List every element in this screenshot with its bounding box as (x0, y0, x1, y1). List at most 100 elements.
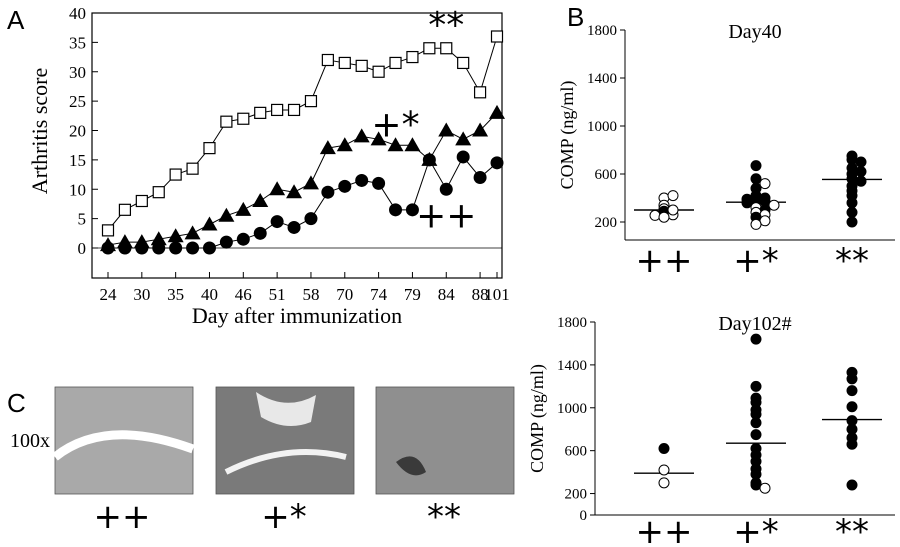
data-point-filled (846, 197, 858, 209)
data-point-open-square (355, 59, 368, 72)
group-label: ++ (636, 512, 693, 547)
y-tick-label: 1800 (557, 315, 587, 331)
data-point-filled-circle (101, 241, 115, 255)
pannus-region (396, 456, 426, 476)
data-point-open-square (473, 86, 487, 99)
data-point-filled (750, 160, 762, 172)
data-point-filled-triangle (150, 231, 167, 246)
y-tick-label: 1400 (587, 71, 617, 87)
data-point-open-square (406, 50, 419, 64)
cartilage-region (256, 392, 316, 426)
data-point-open-square (169, 168, 182, 181)
data-point-filled (846, 373, 858, 385)
data-point-filled-triangle (336, 137, 353, 152)
x-tick-label: 84 (438, 285, 456, 304)
y-axis-label: COMP (ng/ml) (557, 81, 578, 190)
joint-space (52, 430, 195, 461)
data-point-open-square (135, 194, 148, 208)
data-point-filled-triangle (302, 175, 319, 190)
data-point-filled (855, 156, 867, 168)
data-point-filled-triangle (235, 201, 252, 216)
x-tick-label: 24 (100, 285, 118, 304)
data-point-open-square (389, 56, 402, 70)
data-point-open-square (490, 30, 504, 43)
data-point-filled-circle (473, 171, 487, 184)
data-point-filled-circle (405, 203, 419, 217)
panel-c-histology: C 100x ++ +* ** (7, 386, 515, 537)
data-point-filled-circle (118, 241, 132, 255)
x-tick-label: 30 (133, 285, 150, 304)
panel-letter-c: C (7, 388, 26, 418)
data-point-filled-triangle (387, 137, 404, 152)
data-point-open (768, 199, 780, 211)
data-point-filled (741, 197, 753, 209)
data-point-open-square (372, 65, 385, 78)
histology-group-label: ++ (94, 497, 151, 537)
data-point-filled (750, 173, 762, 185)
data-point-filled-circle (253, 226, 267, 240)
y-tick-label: 600 (595, 167, 618, 183)
data-point-open (759, 482, 771, 494)
data-point-open (658, 477, 670, 489)
x-tick-label: 46 (235, 285, 252, 304)
data-point-filled-circle (389, 203, 403, 217)
data-point-open-square (186, 162, 199, 175)
data-point-filled (846, 206, 858, 218)
x-tick-label: 35 (167, 285, 184, 304)
joint-space (224, 449, 347, 475)
data-point-filled (846, 479, 858, 491)
data-point-open-square (152, 186, 165, 199)
data-point-filled-circle (439, 182, 453, 196)
data-point-open-square (338, 56, 351, 70)
data-point-filled-circle (304, 212, 318, 226)
data-point-open (759, 178, 771, 190)
x-tick-label: 40 (201, 285, 218, 304)
panel-b-day40-scatter: B 200 600 1000 1400 1800 Day40 COMP (ng/ml) ++ +*… (557, 2, 895, 281)
data-point-open-square (101, 224, 115, 237)
data-point-open-square (457, 56, 470, 70)
data-point-filled-circle (236, 232, 250, 246)
histology-image-3 (375, 386, 515, 495)
data-point-open (649, 209, 661, 221)
magnification-label: 100x (10, 430, 50, 452)
y-tick-label: 35 (69, 33, 86, 52)
data-point-filled-circle (270, 215, 284, 229)
chart-title: Day40 (728, 21, 781, 43)
data-point-filled (750, 333, 762, 345)
data-point-filled (855, 166, 867, 178)
data-point-filled-triangle (472, 122, 489, 137)
data-point-filled (846, 438, 858, 450)
x-tick-label: 79 (404, 285, 421, 304)
data-point-open-square (254, 106, 267, 119)
group-label: ** (835, 512, 869, 547)
data-point-open (759, 215, 771, 227)
panel-letter-b: B (567, 2, 584, 32)
data-point-open (658, 211, 670, 223)
data-point-filled-circle (422, 153, 436, 167)
y-tick-label: 1000 (587, 119, 617, 135)
data-point-filled (846, 401, 858, 413)
data-point-filled-triangle (252, 193, 269, 207)
data-point-filled-circle (219, 235, 233, 249)
data-point-filled (846, 216, 858, 228)
data-point-filled-triangle (438, 122, 455, 137)
data-point-filled-circle (169, 241, 183, 255)
group-label: +* (733, 241, 779, 281)
data-point-filled (750, 417, 762, 429)
data-point-filled-circle (135, 241, 149, 255)
x-tick-label: 101 (484, 285, 510, 304)
data-point-filled (750, 479, 762, 491)
data-point-open-square (321, 53, 334, 67)
data-point-filled-triangle (218, 207, 235, 222)
y-tick-label: 600 (565, 444, 588, 460)
y-tick-label: 40 (69, 4, 86, 23)
group-label: +* (733, 512, 779, 547)
group-label: ** (835, 241, 869, 281)
data-point-open-square (220, 115, 233, 128)
data-point-open (750, 218, 762, 230)
y-tick-label: 200 (595, 215, 618, 231)
data-point-open-square (423, 42, 436, 55)
y-axis-label: Arthritis score (27, 68, 52, 194)
data-point-open-square (304, 95, 318, 108)
